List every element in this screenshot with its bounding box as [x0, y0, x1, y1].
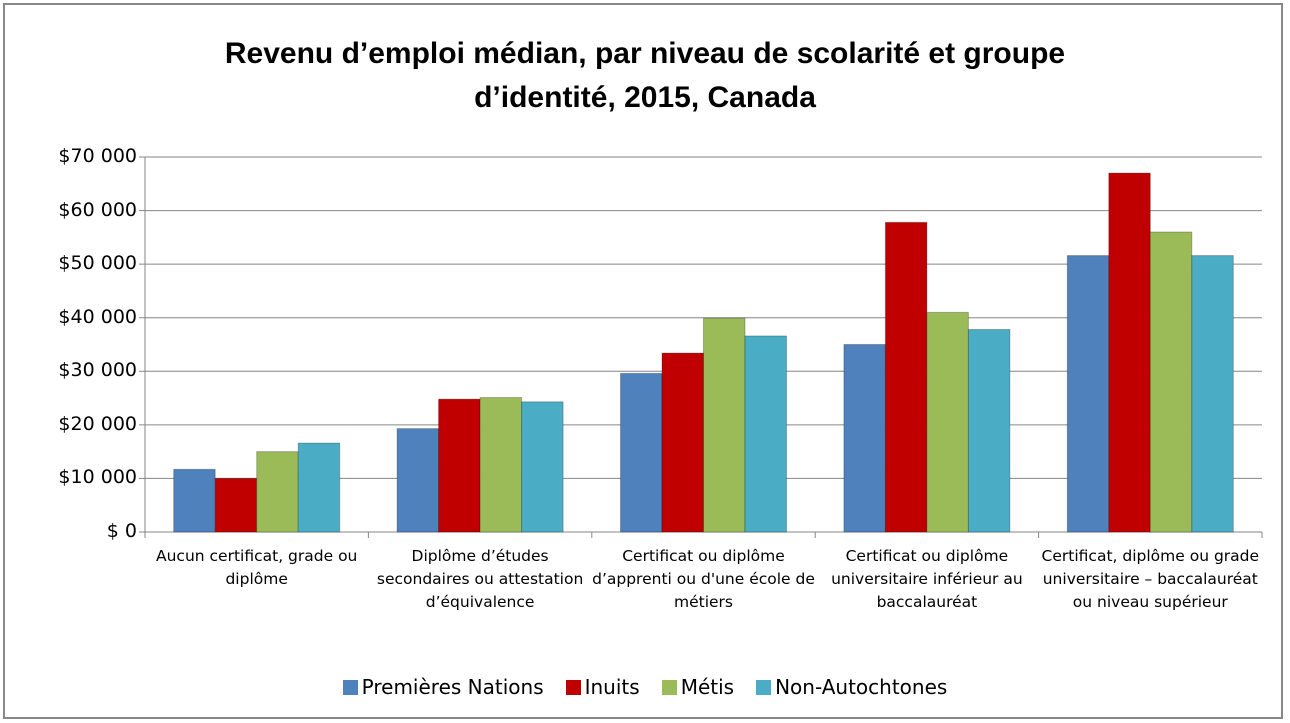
bar — [1108, 172, 1151, 533]
bar — [1149, 231, 1193, 533]
bar — [479, 397, 523, 533]
y-tick-label: $30 000 — [58, 359, 137, 382]
legend-item: Premières Nations — [342, 675, 544, 699]
legend-label: Non-Autochtones — [775, 675, 948, 699]
bar — [173, 468, 216, 533]
x-tick-label: Certificat ou diplôme universitaire infé… — [831, 547, 1023, 611]
bar — [1066, 255, 1110, 533]
legend-label: Inuits — [584, 675, 640, 699]
x-tick-label: Diplôme d’études secondaires ou attestat… — [376, 547, 584, 611]
bar — [744, 335, 787, 533]
bar — [438, 398, 481, 533]
legend-swatch — [756, 679, 772, 695]
y-tick-label: $50 000 — [58, 252, 137, 275]
bar — [396, 428, 440, 533]
bar — [297, 442, 341, 533]
y-tick-label: $40 000 — [58, 305, 137, 328]
y-tick-label: $60 000 — [58, 198, 137, 221]
y-tick-label: $20 000 — [58, 412, 137, 435]
bar — [214, 477, 258, 533]
legend-label: Métis — [680, 675, 735, 699]
bar — [1191, 255, 1234, 533]
bar — [843, 344, 886, 533]
legend-item: Non-Autochtones — [756, 675, 947, 699]
bar — [620, 372, 663, 533]
chart-frame — [3, 3, 1283, 719]
bar — [521, 401, 564, 533]
bar — [967, 329, 1011, 533]
bar — [256, 451, 299, 533]
legend-item: Métis — [661, 675, 735, 699]
legend: Premières Nations Inuits Métis Non-Autochto… — [0, 675, 1290, 699]
legend-item: Inuits — [565, 675, 640, 699]
bar — [926, 311, 969, 533]
x-tick-label: Certificat ou diplôme d’apprenti ou d'un… — [592, 547, 815, 611]
legend-swatch — [661, 679, 677, 695]
legend-swatch — [565, 679, 581, 695]
legend-label: Premières Nations — [361, 675, 544, 699]
x-tick-label: Aucun certificat, grade ou diplôme — [156, 547, 358, 588]
y-tick-label: $70 000 — [58, 145, 137, 167]
legend-swatch — [342, 679, 358, 695]
bar — [703, 317, 746, 533]
bar — [884, 221, 928, 533]
y-tick-label: $ 0 — [106, 520, 137, 542]
x-tick-label: Certificat, diplôme ou grade universitai… — [1041, 547, 1260, 611]
bar — [661, 352, 704, 533]
y-tick-label: $10 000 — [58, 466, 137, 489]
chart-title: Revenu d’emploi médian, par niveau de sc… — [224, 37, 1066, 114]
